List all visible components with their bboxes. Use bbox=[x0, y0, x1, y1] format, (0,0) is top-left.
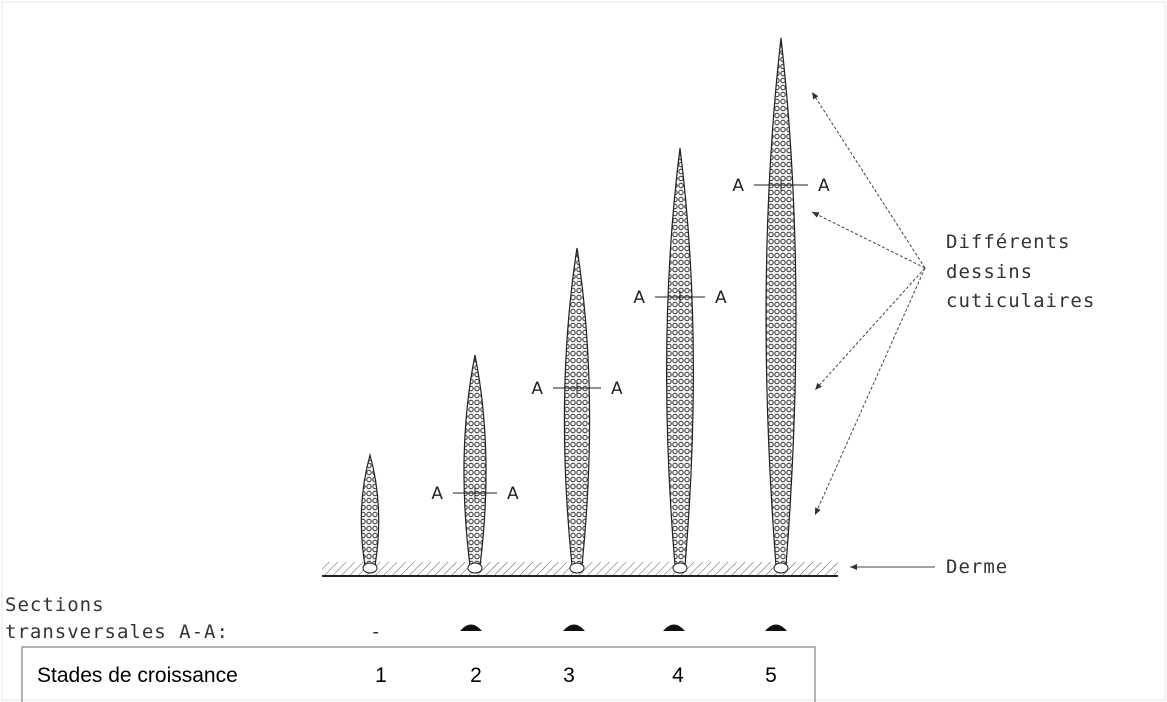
section-label: A bbox=[611, 379, 623, 399]
derme-label: Derme bbox=[946, 556, 1008, 578]
hair-bulb bbox=[773, 562, 789, 574]
hair-bulb bbox=[362, 562, 378, 574]
hair-bulb bbox=[672, 562, 688, 574]
stage-number: 2 bbox=[470, 664, 482, 687]
section-label: A bbox=[715, 288, 727, 308]
annotation-line: Différents bbox=[946, 231, 1070, 253]
section-label: A bbox=[818, 176, 830, 196]
hair-bulb bbox=[467, 562, 483, 574]
section-label: A bbox=[531, 379, 543, 399]
annotation-line: dessins bbox=[946, 261, 1033, 283]
hairs: A A A A A A A A bbox=[360, 37, 830, 574]
sections-label: transversales A-A: bbox=[5, 621, 229, 643]
stage-number: 1 bbox=[375, 664, 387, 687]
hair bbox=[563, 247, 591, 567]
table-border bbox=[21, 646, 816, 702]
stage-number: 4 bbox=[672, 664, 684, 687]
section-stage1: - bbox=[370, 621, 382, 643]
stage-row: 1 2 3 4 5 bbox=[375, 664, 777, 687]
hair bbox=[360, 452, 380, 567]
hair-bulb bbox=[569, 562, 585, 574]
section-label: A bbox=[507, 484, 519, 504]
hair bbox=[463, 354, 487, 567]
annotation-arrows bbox=[811, 91, 935, 570]
hair bbox=[666, 147, 694, 567]
table-header: Stades de croissance bbox=[37, 664, 238, 687]
sections-label: Sections bbox=[5, 594, 105, 616]
section-label: A bbox=[431, 484, 443, 504]
stage-number: 5 bbox=[765, 664, 777, 687]
section-label: A bbox=[732, 176, 744, 196]
stage-number: 3 bbox=[563, 664, 575, 687]
hair bbox=[765, 37, 797, 567]
annotation-line: cuticulaires bbox=[946, 290, 1095, 312]
section-shapes bbox=[460, 624, 787, 631]
section-label: A bbox=[633, 288, 645, 308]
